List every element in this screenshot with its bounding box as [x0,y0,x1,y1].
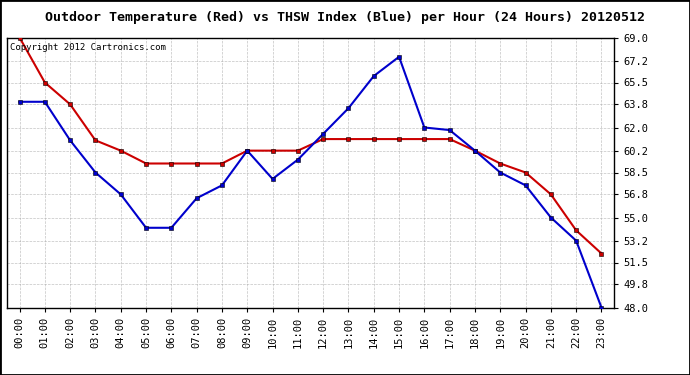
Text: Outdoor Temperature (Red) vs THSW Index (Blue) per Hour (24 Hours) 20120512: Outdoor Temperature (Red) vs THSW Index … [45,11,645,24]
Text: Copyright 2012 Cartronics.com: Copyright 2012 Cartronics.com [10,43,166,52]
